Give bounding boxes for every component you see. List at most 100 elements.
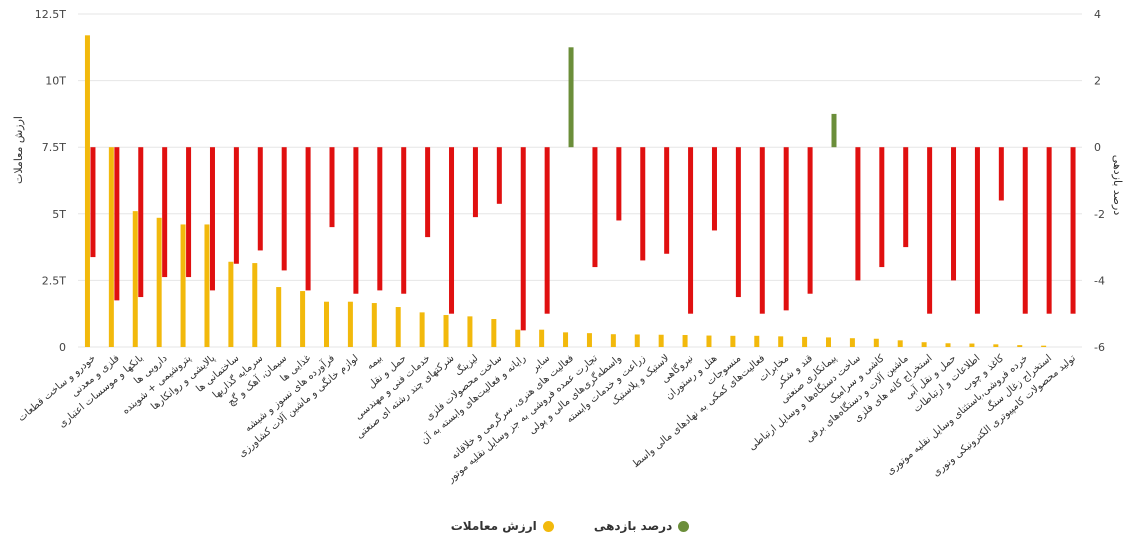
right-tick-label: -4 [1094,274,1105,287]
value-bar[interactable] [84,35,90,347]
return-bar[interactable] [903,147,909,248]
return-bar[interactable] [544,147,550,314]
return-bar[interactable] [568,47,574,148]
value-bar[interactable] [300,291,306,347]
legend-dot-value-icon [542,520,554,532]
return-bar[interactable] [927,147,933,314]
value-bar[interactable] [467,316,473,347]
value-bar[interactable] [347,301,353,347]
return-bar[interactable] [688,147,694,314]
value-bar[interactable] [443,315,449,347]
value-bar[interactable] [706,335,712,347]
left-tick-label: 12.5T [35,8,66,21]
return-bar[interactable] [616,147,622,221]
return-bar[interactable] [233,147,239,264]
value-bar[interactable] [849,338,855,347]
value-bar[interactable] [371,303,377,347]
return-bar[interactable] [162,147,168,278]
value-bar[interactable] [228,261,234,347]
legend-item-value[interactable]: ارزش معاملات [451,519,554,533]
value-bar[interactable] [395,307,401,347]
value-bar[interactable] [324,301,329,347]
legend-label-return: درصد بازدهی [593,519,673,533]
return-bar[interactable] [831,113,837,148]
value-bar[interactable] [658,334,664,347]
value-bar[interactable] [802,336,808,347]
value-bar[interactable] [539,329,545,347]
return-bar[interactable] [496,147,502,204]
return-bar[interactable] [1070,147,1076,314]
value-bar[interactable] [873,338,879,347]
return-bar[interactable] [879,147,885,268]
return-bar[interactable] [353,147,359,294]
value-bar[interactable] [634,334,640,347]
value-bar[interactable] [252,263,258,347]
return-bar[interactable] [640,147,646,261]
value-bar[interactable] [563,332,569,347]
return-bar[interactable] [974,147,980,314]
left-tick-label: 7.5T [42,141,66,154]
return-bar[interactable] [257,147,263,251]
return-bar[interactable] [783,147,789,311]
value-bar[interactable] [993,344,999,347]
return-bar[interactable] [425,147,431,238]
value-bar[interactable] [132,211,138,347]
return-bar[interactable] [401,147,407,294]
right-tick-label: 0 [1094,141,1101,154]
value-bar[interactable] [419,312,425,347]
legend-item-return[interactable]: درصد بازدهی [593,519,690,533]
return-bar[interactable] [281,147,287,271]
return-bar[interactable] [114,147,120,301]
left-axis-ticks: 0 2.5T 5T 7.5T 10T 12.5T [35,8,66,354]
value-bar[interactable] [1017,345,1023,347]
right-axis-title: درصد بازدهی [1111,155,1124,216]
return-bar[interactable] [90,147,96,258]
value-bar[interactable] [921,342,927,347]
return-bar[interactable] [329,147,335,228]
value-bar[interactable] [754,335,760,347]
return-bar[interactable] [735,147,741,298]
return-bar[interactable] [664,147,670,254]
value-bar[interactable] [778,336,784,347]
left-tick-label: 2.5T [42,274,66,287]
value-bar[interactable] [108,147,114,347]
return-bar[interactable] [186,147,192,278]
value-bar[interactable] [180,224,186,347]
legend-label-value: ارزش معاملات [450,519,537,533]
return-bar[interactable] [377,147,383,291]
value-bar[interactable] [204,224,210,347]
return-bar[interactable] [138,147,144,298]
return-bar[interactable] [711,147,717,231]
return-bar[interactable] [472,147,478,218]
return-bar[interactable] [1046,147,1052,314]
return-bar[interactable] [520,147,526,331]
value-bar[interactable] [730,335,736,347]
value-bar[interactable] [826,337,831,347]
return-bar[interactable] [209,147,215,291]
value-bar[interactable] [897,340,903,347]
return-bar[interactable] [759,147,765,314]
return-bar[interactable] [998,147,1004,201]
return-bar[interactable] [951,147,957,281]
value-bar[interactable] [156,217,162,347]
return-bar[interactable] [305,147,311,291]
value-bar[interactable] [682,335,688,347]
value-bar[interactable] [1041,345,1047,347]
right-tick-label: -2 [1094,208,1105,221]
return-bar[interactable] [449,147,455,314]
value-bar[interactable] [945,343,951,347]
legend: درصد بازدهی ارزش معاملات [0,519,1140,535]
left-axis-title: ارزش معاملات [12,116,25,184]
return-bar[interactable] [592,147,598,268]
right-tick-label: 2 [1094,75,1101,88]
value-bar[interactable] [610,334,616,347]
value-bar[interactable] [276,287,282,347]
value-bar[interactable] [515,329,521,347]
value-bar[interactable] [969,343,975,347]
return-bar[interactable] [807,147,813,294]
return-bar[interactable] [1022,147,1028,314]
value-bar[interactable] [491,319,497,347]
value-bar[interactable] [586,333,592,347]
return-bar[interactable] [855,147,861,281]
